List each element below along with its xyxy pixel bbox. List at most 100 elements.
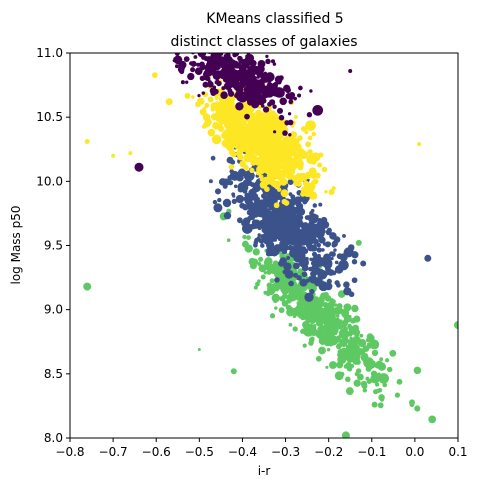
scatter-point: [298, 85, 303, 91]
scatter-point: [319, 294, 325, 301]
scatter-point: [336, 343, 342, 349]
scatter-point: [254, 159, 261, 166]
scatter-point: [197, 93, 201, 98]
y-tick-label: 11.0: [36, 46, 63, 60]
scatter-point: [251, 61, 255, 65]
scatter-point: [216, 80, 222, 87]
scatter-point: [190, 53, 195, 55]
scatter-point: [278, 260, 285, 267]
scatter-point: [253, 242, 258, 248]
scatter-point: [293, 180, 299, 187]
scatter-point: [239, 202, 246, 209]
scatter-point: [294, 226, 300, 233]
scatter-point: [345, 344, 352, 351]
scatter-point: [306, 215, 311, 219]
scatter-point: [290, 194, 296, 200]
scatter-point: [271, 293, 281, 303]
scatter-point: [220, 71, 227, 78]
scatter-point: [317, 162, 323, 168]
scatter-point: [287, 179, 294, 185]
scatter-point: [366, 342, 371, 347]
y-tick-label: 8.5: [44, 367, 63, 381]
scatter-point: [322, 242, 327, 246]
scatter-point: [274, 131, 283, 140]
scatter-point: [234, 84, 240, 91]
scatter-point: [311, 152, 321, 162]
scatter-point: [307, 239, 312, 244]
scatter-point: [331, 327, 339, 335]
scatter-point: [295, 173, 303, 181]
scatter-point: [350, 343, 355, 348]
scatter-point: [301, 226, 309, 234]
scatter-point: [319, 324, 325, 330]
scatter-point: [305, 171, 310, 175]
scatter-point: [279, 97, 287, 106]
scatter-point: [207, 80, 212, 85]
scatter-point: [208, 68, 214, 74]
scatter-point: [202, 113, 211, 121]
x-tick-label: −0.4: [228, 445, 257, 459]
scatter-point: [292, 214, 296, 219]
scatter-point: [183, 56, 190, 63]
scatter-point: [265, 262, 270, 266]
scatter-point: [253, 285, 258, 290]
scatter-point: [287, 244, 293, 251]
scatter-point: [314, 214, 319, 220]
scatter-point: [229, 129, 240, 141]
scatter-point: [185, 80, 189, 84]
scatter-point: [274, 250, 280, 255]
scatter-point: [331, 186, 336, 191]
scatter-point: [307, 159, 311, 164]
scatter-point: [236, 70, 240, 74]
scatter-point: [243, 125, 251, 133]
scatter-point: [366, 333, 374, 340]
scatter-point: [236, 77, 241, 82]
scatter-point: [266, 282, 273, 289]
scatter-point: [331, 240, 338, 247]
scatter-point: [212, 71, 221, 80]
scatter-point: [363, 357, 375, 369]
scatter-point: [244, 55, 253, 64]
scatter-point: [305, 243, 311, 248]
scatter-point: [342, 326, 348, 332]
scatter-point: [307, 149, 313, 155]
scatter-point: [359, 333, 364, 338]
scatter-point: [324, 329, 328, 334]
scatter-point: [382, 382, 387, 388]
scatter-point: [330, 251, 336, 257]
scatter-point: [343, 287, 352, 296]
scatter-point: [236, 217, 243, 224]
scatter-point: [417, 142, 422, 147]
scatter-point: [334, 280, 340, 286]
scatter-point: [243, 60, 247, 64]
scatter-point: [282, 130, 288, 136]
scatter-point: [312, 266, 321, 275]
scatter-point: [396, 378, 403, 385]
scatter-point: [350, 364, 355, 368]
scatter-point: [351, 259, 358, 265]
scatter-point: [84, 139, 90, 144]
scatter-point: [259, 73, 264, 78]
scatter-point: [428, 415, 437, 424]
scatter-point: [327, 269, 335, 276]
scatter-point: [309, 170, 317, 179]
scatter-point: [282, 293, 288, 299]
scatter-point: [272, 170, 282, 180]
scatter-point: [251, 134, 260, 143]
scatter-point: [286, 167, 296, 176]
scatter-point: [265, 251, 272, 257]
scatter-point: [335, 268, 341, 274]
scatter-point: [248, 188, 257, 197]
scatter-point: [272, 263, 278, 269]
scatter-point: [269, 270, 273, 274]
scatter-point: [306, 112, 313, 118]
scatter-point: [283, 231, 289, 238]
scatter-point: [318, 312, 326, 320]
scatter-point: [201, 91, 206, 95]
scatter-point: [239, 92, 245, 98]
scatter-point: [300, 316, 305, 321]
scatter-point: [213, 203, 223, 213]
scatter-point: [290, 148, 295, 153]
scatter-point: [304, 292, 314, 302]
scatter-point: [325, 310, 332, 317]
